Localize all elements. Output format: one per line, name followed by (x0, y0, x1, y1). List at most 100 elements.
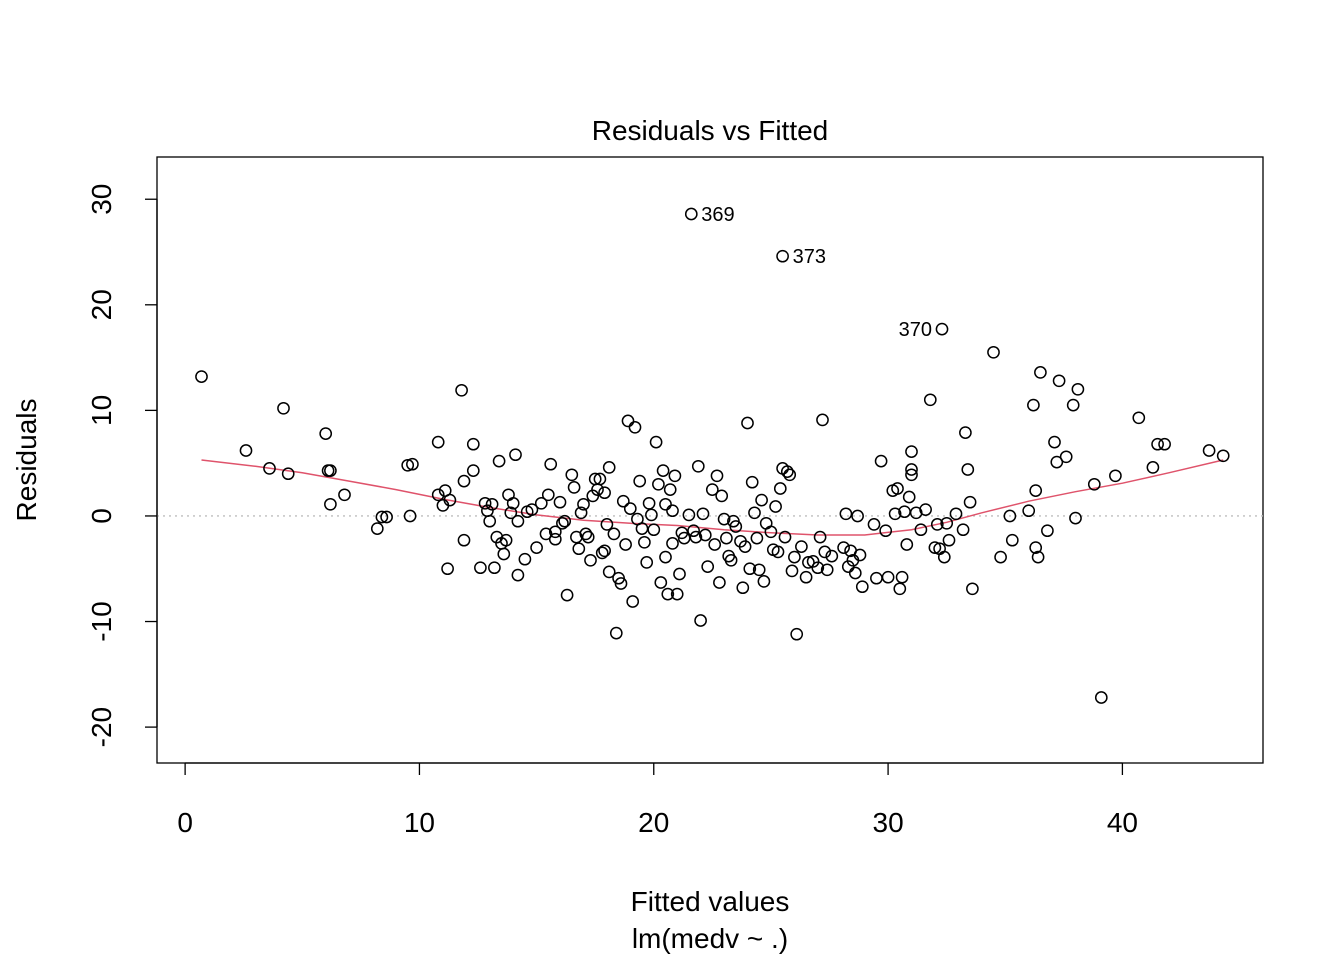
data-point (888, 507, 902, 521)
data-point (788, 550, 801, 564)
data-point (1151, 437, 1164, 451)
data-point (492, 454, 506, 468)
data-point (642, 496, 656, 510)
data-point (1146, 461, 1160, 474)
x-axis-label: Fitted values (631, 886, 790, 917)
data-point (659, 497, 672, 511)
data-point (497, 547, 511, 561)
data-point (324, 497, 337, 511)
data-point (942, 533, 956, 547)
data-point (741, 416, 754, 430)
x-tick-label: 30 (873, 807, 904, 838)
data-point (572, 542, 586, 556)
data-point (638, 535, 651, 549)
data-point (670, 587, 684, 601)
y-tick-label: -20 (86, 707, 117, 747)
data-point (806, 555, 820, 568)
y-axis-label: Residuals (11, 399, 42, 522)
data-point (994, 550, 1007, 564)
data-point (1050, 455, 1064, 469)
residual-points (195, 207, 1230, 704)
data-point (195, 370, 208, 383)
data-point (919, 503, 932, 516)
data-point (891, 482, 904, 495)
data-point (1048, 435, 1061, 449)
data-point (431, 435, 445, 449)
data-point (940, 516, 954, 530)
data-point (560, 588, 574, 602)
data-point (661, 587, 675, 601)
data-point (457, 533, 471, 547)
data-point (1041, 524, 1054, 538)
data-point (1052, 374, 1066, 388)
data-point (1022, 504, 1036, 518)
data-point (616, 494, 630, 508)
data-point (1034, 366, 1047, 379)
data-point (764, 525, 778, 539)
data-point (401, 458, 415, 472)
data-point (483, 514, 497, 528)
y-axis: -20 -10 0 10 20 30 (86, 184, 158, 747)
data-point (645, 508, 658, 522)
data-point (598, 486, 611, 500)
data-point (499, 533, 513, 547)
data-point (619, 538, 632, 551)
data-point (1029, 484, 1043, 497)
y-tick-label: -10 (86, 601, 117, 641)
data-point (614, 577, 628, 590)
data-point (790, 627, 804, 641)
data-point (825, 549, 839, 563)
data-point (403, 509, 417, 523)
data-point (818, 545, 832, 559)
data-point (923, 393, 937, 407)
data-point (666, 537, 679, 550)
data-point (502, 488, 515, 502)
data-point (956, 523, 970, 537)
data-point (1066, 398, 1080, 412)
data-point (277, 401, 290, 415)
data-point (504, 506, 518, 520)
x-tick-label: 40 (1107, 807, 1138, 838)
data-point (525, 503, 539, 516)
data-point (736, 581, 750, 595)
data-point (370, 522, 384, 535)
data-point (696, 507, 710, 521)
data-point (478, 496, 492, 510)
data-point (598, 544, 611, 558)
data-point (324, 464, 337, 477)
data-point (698, 528, 712, 542)
data-point (757, 575, 771, 588)
data-point (813, 530, 827, 544)
data-point (738, 540, 752, 553)
data-point (466, 464, 480, 477)
data-point (541, 488, 555, 502)
data-point (935, 322, 949, 336)
data-point (867, 518, 881, 531)
data-point (544, 457, 558, 471)
data-point (914, 523, 928, 537)
data-point (1132, 411, 1146, 425)
data-point (506, 496, 520, 510)
data-point (558, 514, 572, 528)
data-point (338, 488, 351, 502)
data-point (586, 489, 600, 503)
data-point (654, 576, 668, 589)
data-point (488, 561, 501, 575)
data-point (593, 472, 607, 486)
data-point (851, 509, 864, 523)
data-point (633, 474, 647, 488)
data-point (729, 520, 743, 533)
data-point (579, 527, 593, 541)
data-point (441, 562, 454, 576)
data-point (602, 461, 616, 474)
x-tick-label: 0 (177, 807, 193, 838)
data-point (928, 541, 942, 554)
data-point (647, 523, 661, 537)
data-point (534, 496, 548, 510)
data-point (1069, 511, 1082, 525)
data-point (961, 463, 975, 476)
data-point (1202, 444, 1216, 457)
data-point (745, 475, 759, 489)
data-point (773, 482, 787, 495)
